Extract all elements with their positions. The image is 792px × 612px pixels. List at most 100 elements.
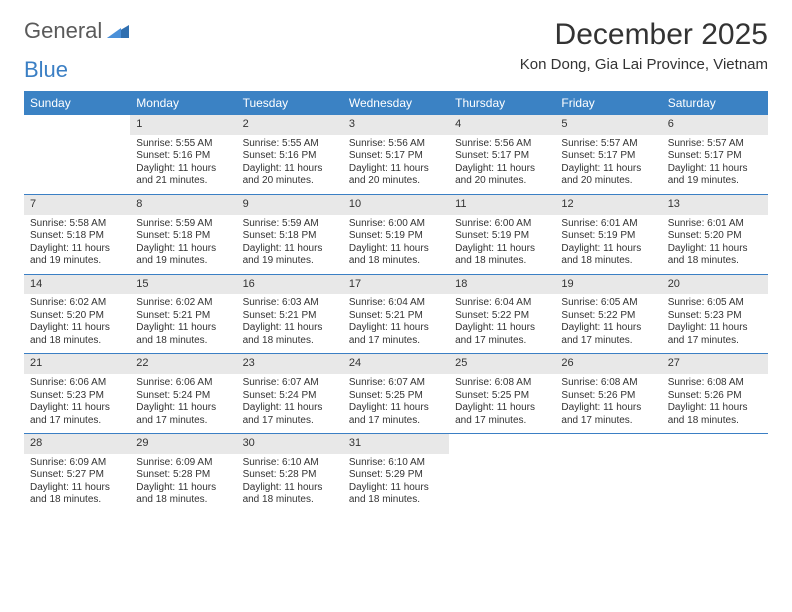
sunset-line: Sunset: 5:19 PM: [455, 230, 549, 243]
sunrise-line: Sunrise: 6:06 AM: [136, 377, 230, 390]
sunset-line: Sunset: 5:22 PM: [455, 310, 549, 323]
day-cell: 24Sunrise: 6:07 AMSunset: 5:25 PMDayligh…: [343, 354, 449, 433]
day-number: 3: [343, 115, 449, 135]
sunrise-line: Sunrise: 6:10 AM: [349, 457, 443, 470]
day-cell: 9Sunrise: 5:59 AMSunset: 5:18 PMDaylight…: [237, 195, 343, 274]
sunset-line: Sunset: 5:17 PM: [455, 150, 549, 163]
day-detail: Sunrise: 5:57 AMSunset: 5:17 PMDaylight:…: [555, 135, 661, 194]
day-number: 9: [237, 195, 343, 215]
daylight-line: Daylight: 11 hours and 17 minutes.: [136, 402, 230, 427]
logo-icon: [107, 18, 129, 44]
daylight-line: Daylight: 11 hours and 17 minutes.: [561, 402, 655, 427]
sunset-line: Sunset: 5:23 PM: [30, 390, 124, 403]
daylight-line: Daylight: 11 hours and 20 minutes.: [561, 163, 655, 188]
day-number: 16: [237, 275, 343, 295]
sunset-line: Sunset: 5:27 PM: [30, 469, 124, 482]
day-cell: 20Sunrise: 6:05 AMSunset: 5:23 PMDayligh…: [662, 275, 768, 354]
day-detail: Sunrise: 5:56 AMSunset: 5:17 PMDaylight:…: [449, 135, 555, 194]
sunrise-line: Sunrise: 5:55 AM: [136, 138, 230, 151]
sunset-line: Sunset: 5:21 PM: [349, 310, 443, 323]
calendar-page: General December 2025 Kon Dong, Gia Lai …: [0, 0, 792, 531]
sunrise-line: Sunrise: 6:00 AM: [455, 218, 549, 231]
day-detail: Sunrise: 6:02 AMSunset: 5:21 PMDaylight:…: [130, 294, 236, 353]
sunrise-line: Sunrise: 6:09 AM: [136, 457, 230, 470]
day-detail: Sunrise: 6:08 AMSunset: 5:25 PMDaylight:…: [449, 374, 555, 433]
day-detail: Sunrise: 6:07 AMSunset: 5:25 PMDaylight:…: [343, 374, 449, 433]
sunset-line: Sunset: 5:18 PM: [136, 230, 230, 243]
daylight-line: Daylight: 11 hours and 18 minutes.: [243, 322, 337, 347]
daylight-line: Daylight: 11 hours and 20 minutes.: [243, 163, 337, 188]
daylight-line: Daylight: 11 hours and 18 minutes.: [243, 482, 337, 507]
sunset-line: Sunset: 5:19 PM: [349, 230, 443, 243]
sunrise-line: Sunrise: 6:01 AM: [561, 218, 655, 231]
day-detail: Sunrise: 6:05 AMSunset: 5:23 PMDaylight:…: [662, 294, 768, 353]
day-number: 22: [130, 354, 236, 374]
logo: General: [24, 18, 131, 44]
day-detail: Sunrise: 6:08 AMSunset: 5:26 PMDaylight:…: [662, 374, 768, 433]
location: Kon Dong, Gia Lai Province, Vietnam: [520, 56, 768, 73]
day-cell: 19Sunrise: 6:05 AMSunset: 5:22 PMDayligh…: [555, 275, 661, 354]
daylight-line: Daylight: 11 hours and 17 minutes.: [349, 322, 443, 347]
day-cell: 4Sunrise: 5:56 AMSunset: 5:17 PMDaylight…: [449, 115, 555, 194]
week-row: 14Sunrise: 6:02 AMSunset: 5:20 PMDayligh…: [24, 275, 768, 355]
daylight-line: Daylight: 11 hours and 18 minutes.: [136, 482, 230, 507]
day-number: 26: [555, 354, 661, 374]
day-detail: Sunrise: 6:06 AMSunset: 5:23 PMDaylight:…: [24, 374, 130, 433]
sunset-line: Sunset: 5:20 PM: [30, 310, 124, 323]
dayname-sun: Sunday: [24, 91, 130, 115]
sunset-line: Sunset: 5:21 PM: [136, 310, 230, 323]
day-detail: Sunrise: 6:03 AMSunset: 5:21 PMDaylight:…: [237, 294, 343, 353]
sunset-line: Sunset: 5:21 PM: [243, 310, 337, 323]
sunrise-line: Sunrise: 5:59 AM: [243, 218, 337, 231]
daylight-line: Daylight: 11 hours and 17 minutes.: [455, 402, 549, 427]
daylight-line: Daylight: 11 hours and 17 minutes.: [668, 322, 762, 347]
daylight-line: Daylight: 11 hours and 17 minutes.: [243, 402, 337, 427]
day-cell: 31Sunrise: 6:10 AMSunset: 5:29 PMDayligh…: [343, 434, 449, 513]
sunrise-line: Sunrise: 5:56 AM: [349, 138, 443, 151]
daylight-line: Daylight: 11 hours and 17 minutes.: [30, 402, 124, 427]
sunset-line: Sunset: 5:16 PM: [136, 150, 230, 163]
daylight-line: Daylight: 11 hours and 18 minutes.: [668, 243, 762, 268]
sunset-line: Sunset: 5:24 PM: [136, 390, 230, 403]
day-cell: 17Sunrise: 6:04 AMSunset: 5:21 PMDayligh…: [343, 275, 449, 354]
sunset-line: Sunset: 5:18 PM: [30, 230, 124, 243]
day-number: 17: [343, 275, 449, 295]
day-cell: 7Sunrise: 5:58 AMSunset: 5:18 PMDaylight…: [24, 195, 130, 274]
day-cell: 8Sunrise: 5:59 AMSunset: 5:18 PMDaylight…: [130, 195, 236, 274]
sunrise-line: Sunrise: 5:56 AM: [455, 138, 549, 151]
day-number: 24: [343, 354, 449, 374]
sunrise-line: Sunrise: 6:05 AM: [668, 297, 762, 310]
day-detail: Sunrise: 6:10 AMSunset: 5:29 PMDaylight:…: [343, 454, 449, 513]
day-cell: 18Sunrise: 6:04 AMSunset: 5:22 PMDayligh…: [449, 275, 555, 354]
sunrise-line: Sunrise: 6:04 AM: [455, 297, 549, 310]
week-row: 1Sunrise: 5:55 AMSunset: 5:16 PMDaylight…: [24, 115, 768, 195]
day-number: 14: [24, 275, 130, 295]
day-cell: 2Sunrise: 5:55 AMSunset: 5:16 PMDaylight…: [237, 115, 343, 194]
day-number: 31: [343, 434, 449, 454]
sunset-line: Sunset: 5:16 PM: [243, 150, 337, 163]
sunrise-line: Sunrise: 6:06 AM: [30, 377, 124, 390]
day-detail: Sunrise: 5:58 AMSunset: 5:18 PMDaylight:…: [24, 215, 130, 274]
sunrise-line: Sunrise: 5:59 AM: [136, 218, 230, 231]
day-cell: 13Sunrise: 6:01 AMSunset: 5:20 PMDayligh…: [662, 195, 768, 274]
sunrise-line: Sunrise: 6:00 AM: [349, 218, 443, 231]
daylight-line: Daylight: 11 hours and 19 minutes.: [136, 243, 230, 268]
dayname-sat: Saturday: [662, 91, 768, 115]
day-cell: 6Sunrise: 5:57 AMSunset: 5:17 PMDaylight…: [662, 115, 768, 194]
dayname-thu: Thursday: [449, 91, 555, 115]
day-detail: Sunrise: 6:09 AMSunset: 5:28 PMDaylight:…: [130, 454, 236, 513]
sunset-line: Sunset: 5:24 PM: [243, 390, 337, 403]
day-header: Sunday Monday Tuesday Wednesday Thursday…: [24, 91, 768, 115]
day-number: 5: [555, 115, 661, 135]
empty-cell: [555, 434, 661, 513]
day-number: 7: [24, 195, 130, 215]
sunrise-line: Sunrise: 6:03 AM: [243, 297, 337, 310]
month-title: December 2025: [520, 18, 768, 52]
day-number: 27: [662, 354, 768, 374]
day-detail: Sunrise: 6:07 AMSunset: 5:24 PMDaylight:…: [237, 374, 343, 433]
day-number: 23: [237, 354, 343, 374]
day-cell: 14Sunrise: 6:02 AMSunset: 5:20 PMDayligh…: [24, 275, 130, 354]
daylight-line: Daylight: 11 hours and 20 minutes.: [455, 163, 549, 188]
sunset-line: Sunset: 5:22 PM: [561, 310, 655, 323]
day-cell: 25Sunrise: 6:08 AMSunset: 5:25 PMDayligh…: [449, 354, 555, 433]
